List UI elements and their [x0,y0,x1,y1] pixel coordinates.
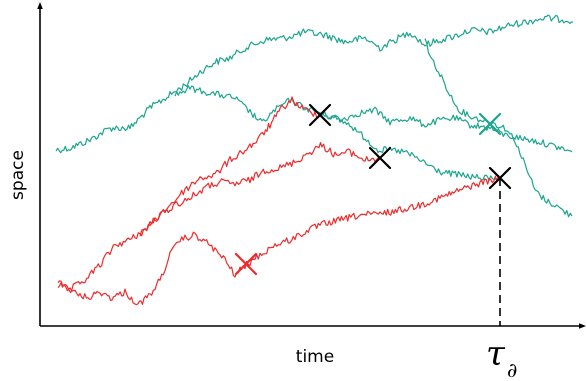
kill-marker-5 [478,112,502,136]
teal-path-top [55,14,573,154]
red-path-upper [57,142,381,292]
tau-label: τ [486,334,506,374]
red-path-rise [139,96,321,237]
paths [55,14,573,306]
teal-path-upper-branch [174,85,573,153]
teal-path-lower-branch [424,38,573,218]
kill-markers [234,103,512,276]
kill-marker-1 [308,103,332,127]
y-axis-arrowhead [37,2,43,9]
kill-marker-3 [488,166,512,190]
tau-subscript: ∂ [507,358,517,381]
y-axis-label: space [8,150,28,200]
axes [37,2,586,329]
x-axis-arrowhead [579,323,586,329]
kill-marker-4 [234,252,258,276]
teal-path-middle [319,113,501,181]
red-path-lower [57,174,501,306]
x-axis-label: time [296,347,334,367]
kill-marker-2 [368,146,392,170]
